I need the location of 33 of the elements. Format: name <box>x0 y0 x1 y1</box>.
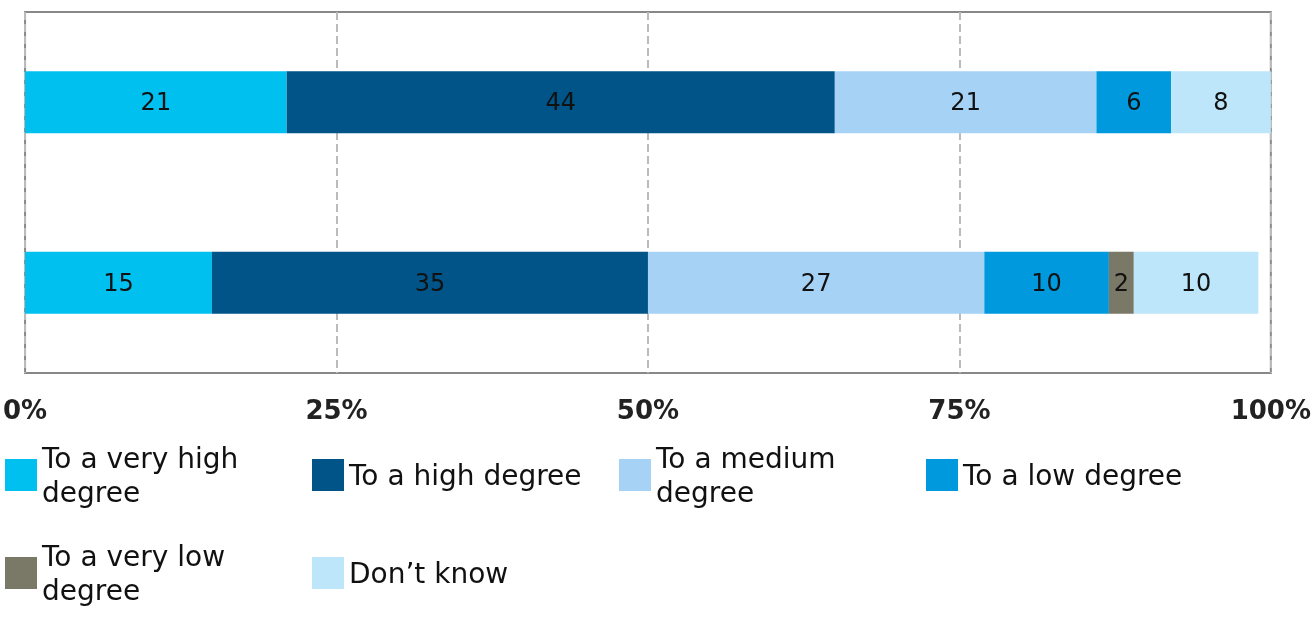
data-label: 2 <box>1113 268 1129 297</box>
data-label: 21 <box>140 88 172 117</box>
bar <box>1133 251 1259 314</box>
data-label: 10 <box>1031 268 1062 297</box>
data-label: 27 <box>800 268 832 297</box>
bar <box>984 251 1109 314</box>
legend-label: To a medium degree <box>655 441 845 509</box>
x-tick-label: 0% <box>2 395 48 425</box>
bar <box>211 251 648 314</box>
data-label: 44 <box>545 88 577 117</box>
data-label: 10 <box>1180 268 1212 297</box>
bar <box>25 251 212 314</box>
legend-label: To a very low degree <box>41 539 234 607</box>
bar <box>25 71 287 134</box>
legend-label: To a high degree <box>348 458 582 492</box>
x-tick-label: 100% <box>1230 395 1311 425</box>
bar <box>1108 251 1134 314</box>
legend-label: To a low degree <box>962 458 1183 492</box>
data-label: 21 <box>950 88 981 117</box>
bar <box>286 71 835 134</box>
bar <box>1171 71 1271 134</box>
bar <box>647 251 985 314</box>
data-label: 15 <box>103 268 134 297</box>
data-label: 6 <box>1126 88 1142 117</box>
bar <box>834 71 1097 134</box>
legend-label: To a very high degree <box>41 441 248 509</box>
x-tick-label: 25% <box>305 395 368 425</box>
bar <box>1096 71 1172 134</box>
data-label: 8 <box>1213 88 1229 117</box>
x-tick-label: 75% <box>928 395 991 425</box>
x-tick-label: 50% <box>616 395 680 425</box>
legend-label: Don’t know <box>349 556 509 590</box>
data-label: 35 <box>414 268 446 297</box>
